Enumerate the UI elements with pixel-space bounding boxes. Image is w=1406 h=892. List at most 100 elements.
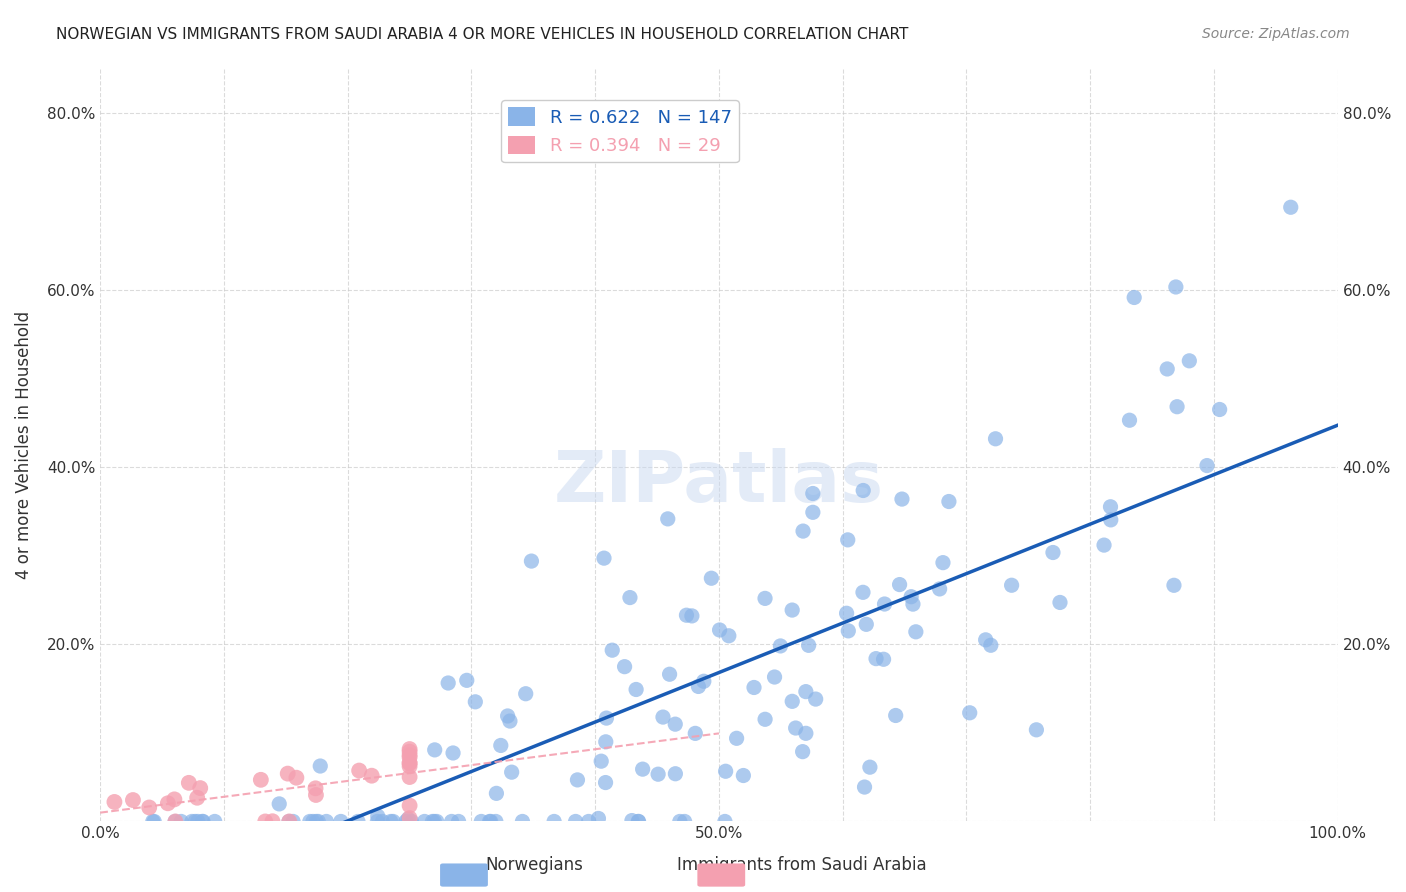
Point <box>269 797 291 811</box>
Point <box>627 814 650 829</box>
Point <box>725 731 748 746</box>
Point <box>624 682 647 697</box>
Point <box>315 814 337 829</box>
Point <box>567 772 589 787</box>
Point <box>401 814 423 829</box>
Point <box>627 814 650 829</box>
Point <box>180 814 202 829</box>
Point <box>763 670 786 684</box>
Point <box>191 814 214 829</box>
Text: Source: ZipAtlas.com: Source: ZipAtlas.com <box>1202 27 1350 41</box>
Point <box>769 639 792 653</box>
Point <box>754 591 776 606</box>
Point <box>872 652 894 666</box>
Point <box>564 814 586 829</box>
Point <box>801 486 824 500</box>
Point <box>298 814 321 829</box>
Point <box>440 814 463 829</box>
Point <box>717 629 740 643</box>
Point <box>512 814 534 829</box>
Point <box>865 651 887 665</box>
Y-axis label: 4 or more Vehicles in Household: 4 or more Vehicles in Household <box>15 311 32 579</box>
Point <box>1042 545 1064 559</box>
Point <box>382 814 405 829</box>
Point <box>398 756 420 770</box>
Point <box>855 617 877 632</box>
Point <box>891 492 914 507</box>
Point <box>398 742 420 756</box>
Point <box>928 582 950 596</box>
Point <box>593 551 616 566</box>
Point <box>853 780 876 794</box>
Text: ZIPatlas: ZIPatlas <box>554 448 884 517</box>
Point <box>285 771 308 785</box>
Point <box>122 793 145 807</box>
Point <box>852 585 875 599</box>
Point <box>184 814 207 829</box>
Point <box>281 814 304 829</box>
Point <box>520 554 543 568</box>
Point <box>305 788 328 802</box>
Point <box>165 814 187 829</box>
Point <box>733 768 755 782</box>
Point <box>647 767 669 781</box>
Point <box>1208 402 1230 417</box>
Point <box>413 814 436 829</box>
Point <box>837 533 859 547</box>
Point <box>479 814 502 829</box>
Point <box>669 814 692 829</box>
Point <box>380 814 402 829</box>
Point <box>938 494 960 508</box>
Point <box>367 809 389 823</box>
Point <box>801 505 824 519</box>
Point <box>673 814 696 829</box>
Point <box>142 814 165 829</box>
Text: Immigrants from Saudi Arabia: Immigrants from Saudi Arabia <box>676 856 927 874</box>
Point <box>780 603 803 617</box>
Text: Norwegians: Norwegians <box>485 856 583 874</box>
Point <box>398 745 420 759</box>
Point <box>398 759 420 773</box>
Point <box>792 524 814 538</box>
Point <box>501 765 523 780</box>
Point <box>437 676 460 690</box>
Point <box>600 643 623 657</box>
Point <box>329 814 352 829</box>
Point <box>262 814 284 829</box>
Point <box>278 814 301 829</box>
Point <box>984 432 1007 446</box>
Legend: R = 0.622   N = 147, R = 0.394   N = 29: R = 0.622 N = 147, R = 0.394 N = 29 <box>501 100 740 162</box>
Point <box>177 776 200 790</box>
Point <box>395 814 418 829</box>
Point <box>254 814 277 829</box>
Point <box>700 571 723 585</box>
Point <box>664 717 686 731</box>
Point <box>191 814 214 829</box>
Point <box>470 814 492 829</box>
Point <box>688 680 710 694</box>
Point <box>485 786 508 800</box>
Point <box>347 764 370 778</box>
Point <box>578 814 600 829</box>
Point <box>889 577 911 591</box>
Point <box>250 772 273 787</box>
Point <box>714 814 737 829</box>
Point <box>620 814 643 828</box>
Point <box>103 795 125 809</box>
Point <box>693 674 716 689</box>
Point <box>485 814 508 829</box>
Point <box>792 745 814 759</box>
Point <box>143 814 166 829</box>
Point <box>1195 458 1218 473</box>
Point <box>398 811 420 825</box>
Point <box>804 692 827 706</box>
Point <box>1166 400 1188 414</box>
Point <box>904 624 927 639</box>
Point <box>900 590 922 604</box>
Point <box>302 814 325 829</box>
Point <box>901 597 924 611</box>
Point <box>619 591 641 605</box>
Point <box>489 739 512 753</box>
Point <box>709 623 731 637</box>
Point <box>859 760 882 774</box>
